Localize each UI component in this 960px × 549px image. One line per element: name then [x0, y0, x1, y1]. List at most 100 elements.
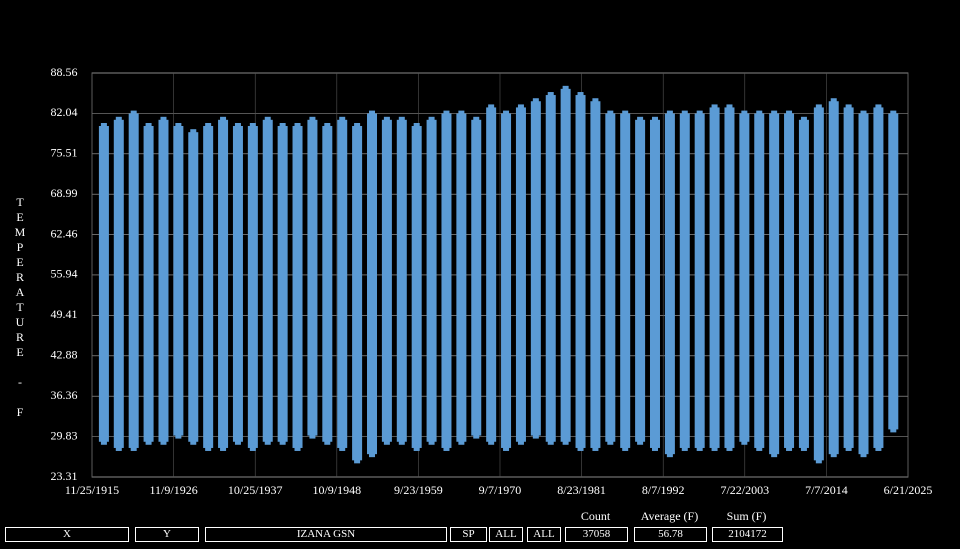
low-point — [383, 438, 390, 445]
low-point — [220, 444, 227, 451]
y-axis-label: TEMPERATURE - F — [13, 195, 27, 420]
x-tick-label: 9/7/1970 — [479, 483, 522, 497]
high-point — [532, 98, 539, 105]
high-point — [309, 116, 316, 123]
range-bar — [128, 113, 139, 448]
range-bar — [158, 119, 169, 442]
low-point — [756, 444, 763, 451]
x-tick-label: 7/22/2003 — [720, 483, 769, 497]
high-point — [696, 110, 703, 117]
footer-cell[interactable]: SP — [450, 527, 487, 542]
high-point — [845, 104, 852, 111]
x-tick-label: 8/7/1992 — [642, 483, 685, 497]
range-bar — [724, 107, 735, 448]
low-point — [622, 444, 629, 451]
low-point — [711, 444, 718, 451]
low-point — [205, 444, 212, 451]
y-tick-label: 49.41 — [51, 307, 78, 321]
footer-cell[interactable]: ALL — [527, 527, 561, 542]
high-point — [130, 110, 137, 117]
range-bar — [456, 113, 467, 442]
range-bar — [322, 125, 333, 442]
low-point — [413, 444, 420, 451]
high-point — [488, 104, 495, 111]
range-bar — [337, 119, 348, 448]
high-point — [711, 104, 718, 111]
range-bar — [754, 113, 765, 448]
high-point — [220, 116, 227, 123]
x-tick-label: 10/9/1948 — [312, 483, 361, 497]
low-point — [845, 444, 852, 451]
high-point — [741, 110, 748, 117]
low-point — [651, 444, 658, 451]
high-point — [830, 98, 837, 105]
footer-cell[interactable]: ALL — [489, 527, 523, 542]
low-point — [488, 438, 495, 445]
high-point — [637, 116, 644, 123]
high-point — [383, 116, 390, 123]
range-bar — [530, 101, 541, 436]
y-tick-label: 88.56 — [51, 65, 78, 79]
range-bar — [545, 95, 556, 442]
range-bar — [515, 107, 526, 442]
range-bar — [307, 119, 318, 436]
high-point — [190, 129, 197, 136]
footer-cell[interactable]: X — [5, 527, 129, 542]
high-point — [517, 104, 524, 111]
range-bar — [649, 119, 660, 448]
y-tick-label: 42.88 — [51, 348, 78, 362]
low-point — [741, 438, 748, 445]
high-point — [562, 85, 569, 92]
range-bar — [679, 113, 690, 448]
range-bar — [858, 113, 869, 455]
low-point — [860, 451, 867, 458]
high-point — [503, 110, 510, 117]
high-point — [890, 110, 897, 117]
range-bar — [396, 119, 407, 442]
range-bar — [575, 95, 586, 448]
range-bar — [426, 119, 437, 442]
footer-cell[interactable]: IZANA GSN — [205, 527, 447, 542]
range-bar — [664, 113, 675, 455]
range-bar — [784, 113, 795, 448]
range-bar — [277, 125, 288, 442]
footer-cell[interactable]: Y — [135, 527, 199, 542]
y-tick-label: 62.46 — [51, 226, 78, 240]
range-bar — [828, 101, 839, 455]
y-tick-label: 36.36 — [51, 388, 78, 402]
range-bar — [262, 119, 273, 442]
high-point — [205, 122, 212, 129]
high-point — [175, 122, 182, 129]
low-point — [369, 451, 376, 458]
high-point — [249, 122, 256, 129]
stat-label: Count — [580, 509, 611, 523]
low-point — [354, 457, 361, 464]
high-point — [875, 104, 882, 111]
range-bar — [203, 125, 214, 448]
range-bar — [486, 107, 497, 442]
y-tick-label: 82.04 — [51, 105, 78, 119]
x-tick-label: 11/25/1915 — [65, 483, 119, 497]
high-point — [458, 110, 465, 117]
x-tick-label: 11/9/1926 — [149, 483, 197, 497]
x-tick-label: 8/23/1981 — [557, 483, 606, 497]
range-bar — [292, 125, 303, 448]
high-point — [100, 122, 107, 129]
low-point — [175, 432, 182, 439]
x-tick-label: 7/7/2014 — [805, 483, 848, 497]
range-bar — [739, 113, 750, 442]
low-point — [458, 438, 465, 445]
high-point — [651, 116, 658, 123]
range-bar — [98, 125, 109, 442]
range-bar — [218, 119, 229, 448]
high-point — [622, 110, 629, 117]
range-bar — [232, 125, 243, 442]
low-point — [428, 438, 435, 445]
low-point — [130, 444, 137, 451]
range-bar — [605, 113, 616, 442]
stat-value: 56.78 — [634, 527, 707, 542]
low-point — [503, 444, 510, 451]
high-point — [398, 116, 405, 123]
range-bar — [113, 119, 124, 448]
